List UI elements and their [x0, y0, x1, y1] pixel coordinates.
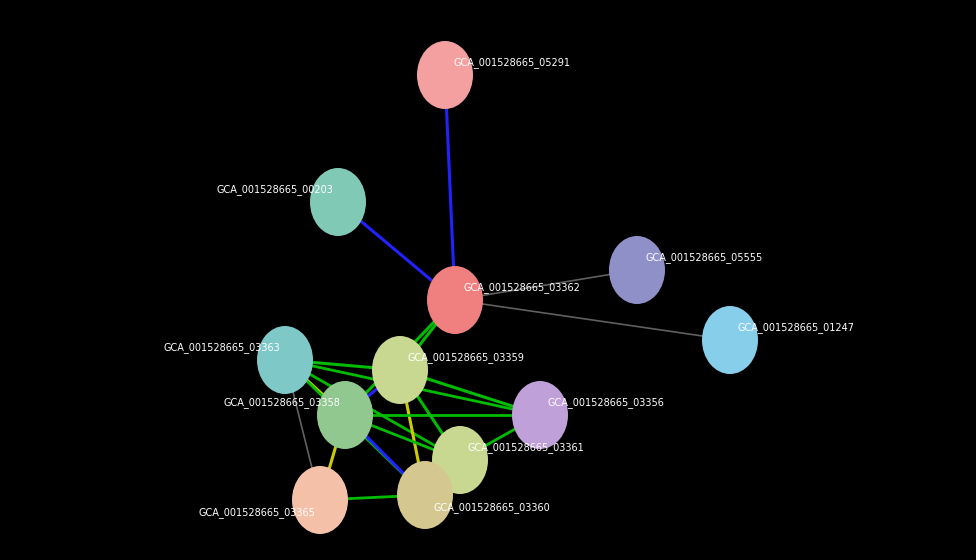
Text: GCA_001528665_00203: GCA_001528665_00203 — [216, 184, 333, 195]
Ellipse shape — [257, 326, 313, 394]
Ellipse shape — [427, 266, 483, 334]
Ellipse shape — [702, 306, 758, 374]
Ellipse shape — [397, 461, 453, 529]
Ellipse shape — [372, 336, 428, 404]
Ellipse shape — [417, 41, 473, 109]
Text: GCA_001528665_03363: GCA_001528665_03363 — [163, 342, 280, 353]
Text: GCA_001528665_01247: GCA_001528665_01247 — [738, 322, 855, 333]
Text: GCA_001528665_05291: GCA_001528665_05291 — [453, 57, 570, 68]
Text: GCA_001528665_03360: GCA_001528665_03360 — [433, 502, 549, 513]
Text: GCA_001528665_03356: GCA_001528665_03356 — [548, 397, 665, 408]
Text: GCA_001528665_03358: GCA_001528665_03358 — [224, 397, 340, 408]
Ellipse shape — [609, 236, 665, 304]
Ellipse shape — [432, 426, 488, 494]
Text: GCA_001528665_03361: GCA_001528665_03361 — [468, 442, 585, 453]
Ellipse shape — [292, 466, 348, 534]
Text: GCA_001528665_03359: GCA_001528665_03359 — [408, 352, 525, 363]
Ellipse shape — [317, 381, 373, 449]
Text: GCA_001528665_03365: GCA_001528665_03365 — [198, 507, 315, 518]
Text: GCA_001528665_05555: GCA_001528665_05555 — [645, 252, 762, 263]
Ellipse shape — [310, 168, 366, 236]
Ellipse shape — [512, 381, 568, 449]
Text: GCA_001528665_03362: GCA_001528665_03362 — [463, 282, 580, 293]
